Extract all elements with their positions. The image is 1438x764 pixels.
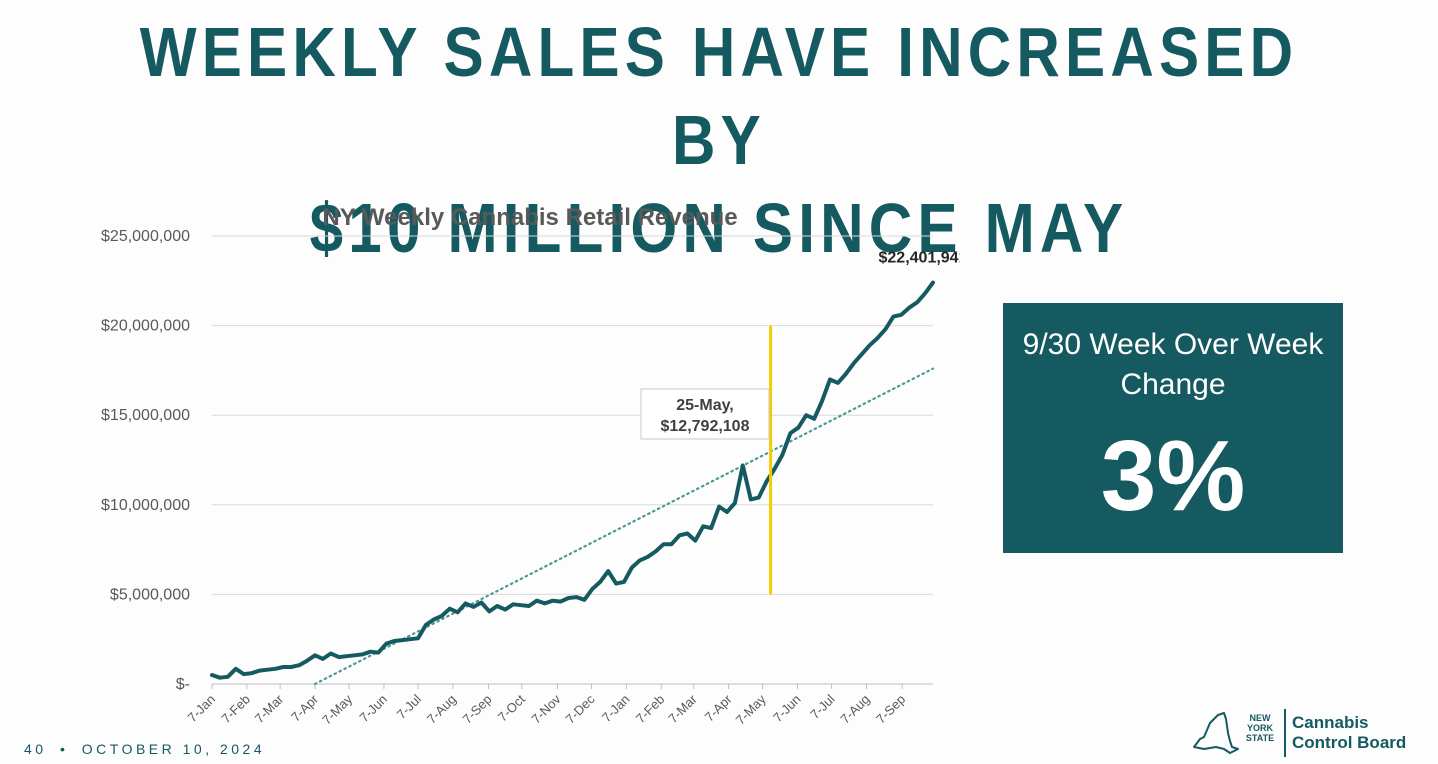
- series-layer: [210, 280, 935, 686]
- logo-org-name: Cannabis Control Board: [1292, 713, 1407, 752]
- x-tick-label: 7-Mar: [665, 691, 700, 726]
- gridlines: [212, 235, 933, 685]
- logo-state-text: NEW YORK STATE: [1245, 713, 1275, 743]
- x-tick-label: 7-Dec: [563, 691, 598, 726]
- chart-title: NY Weekly Cannabis Retail Revenue: [322, 204, 737, 231]
- x-tick-label: 7-May: [319, 691, 355, 727]
- x-tick-label: 7-Jan: [185, 692, 219, 726]
- week-over-week-callout: 9/30 Week Over Week Change 3%: [1003, 303, 1343, 553]
- latest-value-label: $22,401,941: [879, 250, 960, 267]
- footer-separator: •: [59, 741, 69, 757]
- nys-cannabis-control-board-logo: NEW YORK STATE Cannabis Control Board: [1190, 705, 1430, 761]
- x-tick-label: 7-Nov: [528, 691, 563, 726]
- footer-date: OCTOBER 10, 2024: [81, 741, 266, 757]
- x-tick-label: 7-Feb: [633, 692, 668, 727]
- may-annotation-box: [640, 388, 770, 440]
- x-tick-label: 7-Jul: [807, 691, 838, 722]
- slide-title-line-2: $10 MILLION SINCE MAY: [309, 189, 1129, 267]
- x-tick-label: 7-Sep: [873, 692, 908, 727]
- may-annotation-value: $12,792,108: [661, 418, 750, 435]
- x-tick-label: 7-Apr: [288, 691, 322, 725]
- x-tick-label: 7-May: [733, 691, 769, 727]
- page-number: 40: [24, 741, 47, 757]
- trend-line: [313, 367, 935, 686]
- x-tick-label: 7-Aug: [424, 692, 459, 727]
- y-tick-label: $20,000,000: [101, 318, 190, 335]
- x-tick-label: 7-Mar: [252, 691, 287, 726]
- x-tick-label: 7-Feb: [218, 692, 253, 727]
- x-tick-label: 7-Apr: [702, 691, 736, 725]
- x-tick-label: 7-Aug: [837, 692, 872, 727]
- y-tick-label: $5,000,000: [110, 586, 190, 603]
- callout-label: 9/30 Week Over Week Change: [1022, 328, 1324, 401]
- x-tick-label: 7-Jun: [356, 692, 390, 726]
- x-tick-label: 7-Jan: [599, 692, 633, 726]
- y-tick-label: $-: [176, 676, 190, 693]
- y-axis: $- $5,000,000 $10,000,000 $15,000,000 $20,00…: [101, 228, 190, 693]
- new-york-state-map-icon: [1193, 712, 1239, 754]
- annotations-layer: 25-May, $12,792,108 $22,401,941: [640, 250, 960, 440]
- y-tick-label: $10,000,000: [101, 497, 190, 514]
- y-tick-label: $15,000,000: [101, 407, 190, 424]
- x-tick-label: 7-Jul: [394, 691, 425, 722]
- revenue-series-line: [210, 280, 935, 680]
- x-tick-label: 7-Oct: [495, 691, 528, 724]
- y-tick-label: $25,000,000: [101, 228, 190, 245]
- slide-title-line-1: WEEKLY SALES HAVE INCREASED BY: [139, 13, 1299, 179]
- callout-value: 3%: [1100, 420, 1246, 532]
- footer: 40 • OCTOBER 10, 2024: [24, 741, 265, 757]
- x-tick-label: 7-Jun: [770, 692, 804, 726]
- may-annotation-date: 25-May,: [676, 397, 734, 414]
- revenue-line-chart: NY Weekly Cannabis Retail Revenue $- $5,0…: [101, 204, 960, 728]
- x-tick-label: 7-Sep: [459, 692, 494, 727]
- logo-divider: [1284, 709, 1286, 757]
- slide-title: WEEKLY SALES HAVE INCREASED BY $10 MILLI…: [101, 8, 1338, 272]
